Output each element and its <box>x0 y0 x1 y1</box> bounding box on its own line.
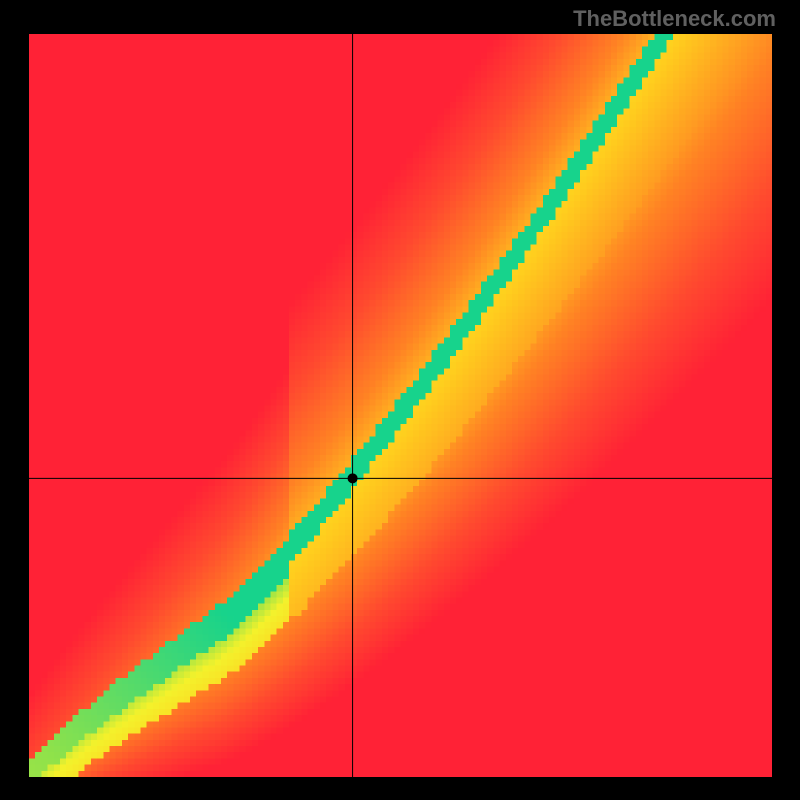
watermark-text: TheBottleneck.com <box>573 6 776 32</box>
bottleneck-heatmap <box>29 34 772 777</box>
chart-container: TheBottleneck.com <box>0 0 800 800</box>
